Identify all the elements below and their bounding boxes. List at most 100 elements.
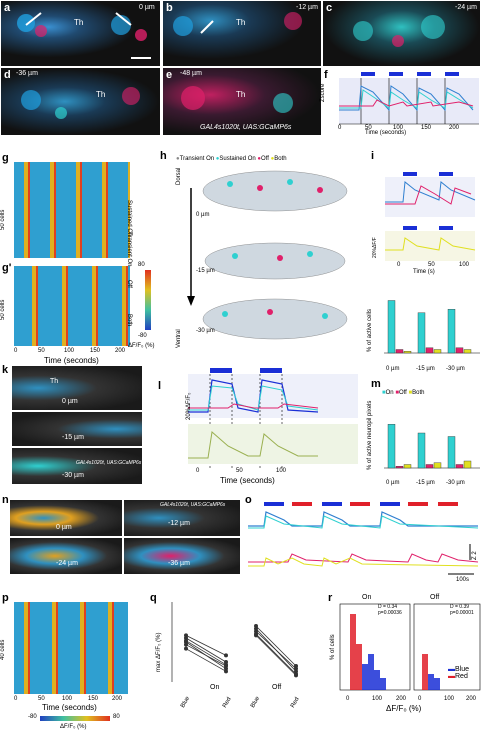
q-point-0-4-1 (224, 669, 228, 674)
panel-n-image-3 (124, 538, 240, 574)
panel-k-depth-2: -30 µm (62, 472, 84, 479)
panel-f-tick-2: 100 (393, 125, 404, 131)
panel-m-ylabel: % of active neuropil pixels (367, 400, 373, 470)
box-off-0 (395, 466, 404, 469)
panel-l-time-0: 0 (196, 468, 200, 474)
box-both-0 (403, 351, 412, 354)
panel-h-ventral: Ventral (176, 329, 182, 348)
panel-d-th: Th (96, 90, 106, 99)
panel-g-time-4: 200 (115, 348, 126, 354)
panel-p-heatmap (14, 602, 128, 694)
panel-n-genotype: GAL4s1020t, UAS:GCaMP6s (160, 502, 226, 508)
panel-g2-ylabel-1: Both (126, 314, 132, 327)
panel-p-time-0: 0 (14, 696, 18, 702)
panel-h-arrow (187, 188, 195, 306)
panel-d-depth: -36 µm (16, 70, 38, 77)
panel-d-letter: d (4, 69, 11, 81)
panel-r-off-x2: 200 (466, 696, 477, 702)
panel-n-image-1 (124, 500, 240, 536)
q-pair-0-4 (185, 648, 227, 672)
panel-g-ylabel-1: Transient On (126, 232, 132, 267)
panel-m-depth-0: 0 µm (386, 480, 400, 486)
panel-i-letter: i (371, 150, 375, 162)
panel-k-image-2 (12, 448, 142, 484)
box-off-2 (455, 347, 464, 354)
q-point-1-2-1 (294, 664, 298, 668)
q-pair-0-3 (185, 634, 227, 656)
panel-p-time-3: 150 (88, 696, 99, 702)
panel-d-image (1, 68, 160, 135)
q-pair-1-3 (255, 628, 297, 672)
panel-n-depth-3: -36 µm (168, 560, 190, 567)
panel-p-cbar-2: 80 (113, 714, 120, 720)
panel-l-time-1: 50 (236, 468, 243, 474)
panel-h-cloud-1 (204, 242, 346, 280)
panel-b-image (163, 1, 321, 66)
q-point-0-4-0 (184, 646, 188, 651)
panel-e-th: Th (236, 90, 246, 99)
panel-i-boxplot (384, 300, 480, 354)
panel-l-time-2: 100 (276, 468, 287, 474)
q-point-0-5-0 (184, 638, 188, 643)
panel-r-letter: r (328, 592, 333, 604)
panel-i-box-ylabel: % of active cells (367, 308, 373, 352)
panel-r-ylabel: % of cells (330, 634, 336, 660)
panel-o-scale-x: 100s (456, 577, 470, 583)
panel-g-ylabel-0: Sustained On (126, 200, 132, 237)
panel-i-trace-on (385, 172, 476, 217)
box-on-1 (417, 312, 426, 354)
panel-m-legend-off: Off (398, 390, 407, 396)
panel-h-letter: h (160, 150, 167, 162)
panel-g2-rows: 50 cells (0, 299, 6, 320)
panel-g2-letter: g' (2, 262, 12, 274)
panel-q-ylabel: max ΔF/F₀ (%) (156, 632, 162, 673)
panel-i-time-2: 100 (459, 262, 470, 268)
panel-n-depth-2: -24 µm (56, 560, 78, 567)
panel-p-time-2: 100 (62, 696, 73, 702)
q-pair-0-1 (185, 644, 227, 667)
panel-p-time-4: 200 (112, 696, 123, 702)
panel-a-letter: a (4, 2, 11, 14)
panel-f-tick-4: 200 (449, 125, 460, 131)
panel-e-depth: -48 µm (180, 70, 202, 77)
panel-i-depth-2: -30 µm (446, 366, 465, 372)
panel-g-time-label: Time (seconds) (44, 356, 99, 365)
panel-i-time-label: Time (s) (413, 269, 435, 275)
box-on-0 (387, 300, 396, 354)
q-point-1-4-0 (254, 632, 258, 636)
legend-transient-on: Transient On (179, 156, 215, 162)
panel-f-tick-3: 150 (421, 125, 432, 131)
q-pair-0-2 (185, 637, 227, 663)
panel-b-th: Th (236, 18, 246, 27)
panel-o-letter: o (245, 494, 252, 506)
panel-g2-heatmap (14, 266, 130, 346)
panel-k-depth-1: -15 µm (62, 434, 84, 441)
panel-n-depth-1: -12 µm (168, 520, 190, 527)
panel-h-depth-1: -15 µm (196, 268, 215, 274)
panel-i-trace-off (385, 226, 476, 261)
panel-m-depth-1: -15 µm (416, 480, 435, 486)
box-both-1 (433, 349, 442, 354)
panel-m-depth-2: -30 µm (446, 480, 465, 486)
panel-r-on-x2: 200 (396, 696, 407, 702)
panel-k-genotype: GAL4s1020t, UAS:GCaMP6s (76, 460, 142, 466)
box-both-2 (463, 460, 472, 469)
panel-g2-ylabel-0: Off (126, 280, 132, 288)
panel-m-boxplot (384, 424, 480, 469)
panel-e-letter: e (166, 69, 173, 81)
q-pair-1-0 (255, 635, 297, 676)
panel-h-legend: ●Transient On ●Sustained On ●Off ●Both (176, 156, 287, 162)
panel-e-image (163, 68, 321, 135)
panel-h-depth-0: 0 µm (196, 212, 210, 218)
box-off-1 (425, 347, 434, 354)
panel-l-letter: l (158, 380, 162, 392)
panel-p-letter: p (2, 592, 9, 604)
panel-l-time-label: Time (seconds) (220, 476, 275, 485)
box-on-0 (387, 424, 396, 469)
panel-c-image (323, 1, 480, 66)
box-both-1 (433, 462, 442, 469)
panel-k-depth-0: 0 µm (62, 398, 78, 405)
panel-o-traces (248, 502, 479, 575)
panel-n-image-2 (10, 538, 122, 574)
panel-r-off-x1: 100 (444, 696, 455, 702)
